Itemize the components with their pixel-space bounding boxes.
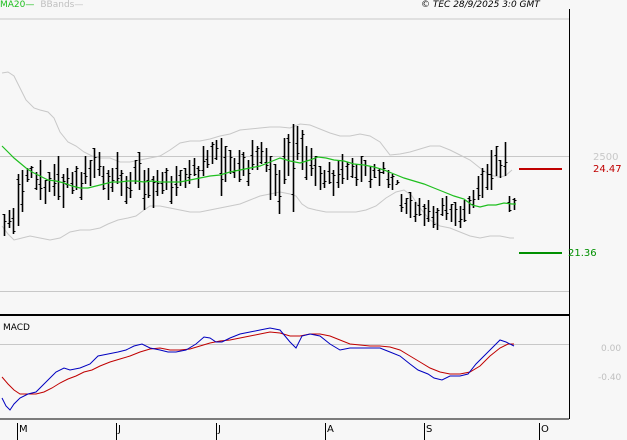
resistance-label: 24.47 — [593, 164, 622, 175]
macd-line — [1, 327, 515, 411]
bb-lower — [1, 189, 514, 241]
legend-bbands-swatch: — — [74, 0, 84, 10]
x-tick-label: J — [118, 424, 121, 435]
ohlc-bars — [2, 124, 517, 236]
chart-legend: MA20— BBands— — [0, 0, 83, 12]
ma20-line — [1, 145, 516, 208]
x-tick-label: O — [541, 424, 549, 435]
legend-ma20-swatch: — — [25, 0, 35, 10]
legend-ma20: MA20 — [0, 0, 26, 10]
legend-bbands: BBands — [40, 0, 75, 10]
copyright-timestamp: © TEC 28/9/2025 3:0 GMT — [421, 0, 540, 10]
bb-upper — [1, 71, 513, 178]
macd-axis-label-neg040: -0.40 — [598, 373, 622, 383]
macd-axis-label-zero: 0.00 — [601, 344, 622, 354]
x-tick-label: A — [327, 424, 334, 435]
x-tick-label: S — [426, 424, 433, 435]
macd-signal-line — [1, 331, 514, 395]
x-tick-label: J — [218, 424, 221, 435]
x-axis-ticks — [17, 423, 540, 440]
price-label-2500: 2500 — [593, 152, 619, 163]
x-tick-label: M — [19, 424, 28, 435]
support-label: 21.36 — [568, 248, 597, 259]
macd-title: MACD — [3, 323, 30, 333]
